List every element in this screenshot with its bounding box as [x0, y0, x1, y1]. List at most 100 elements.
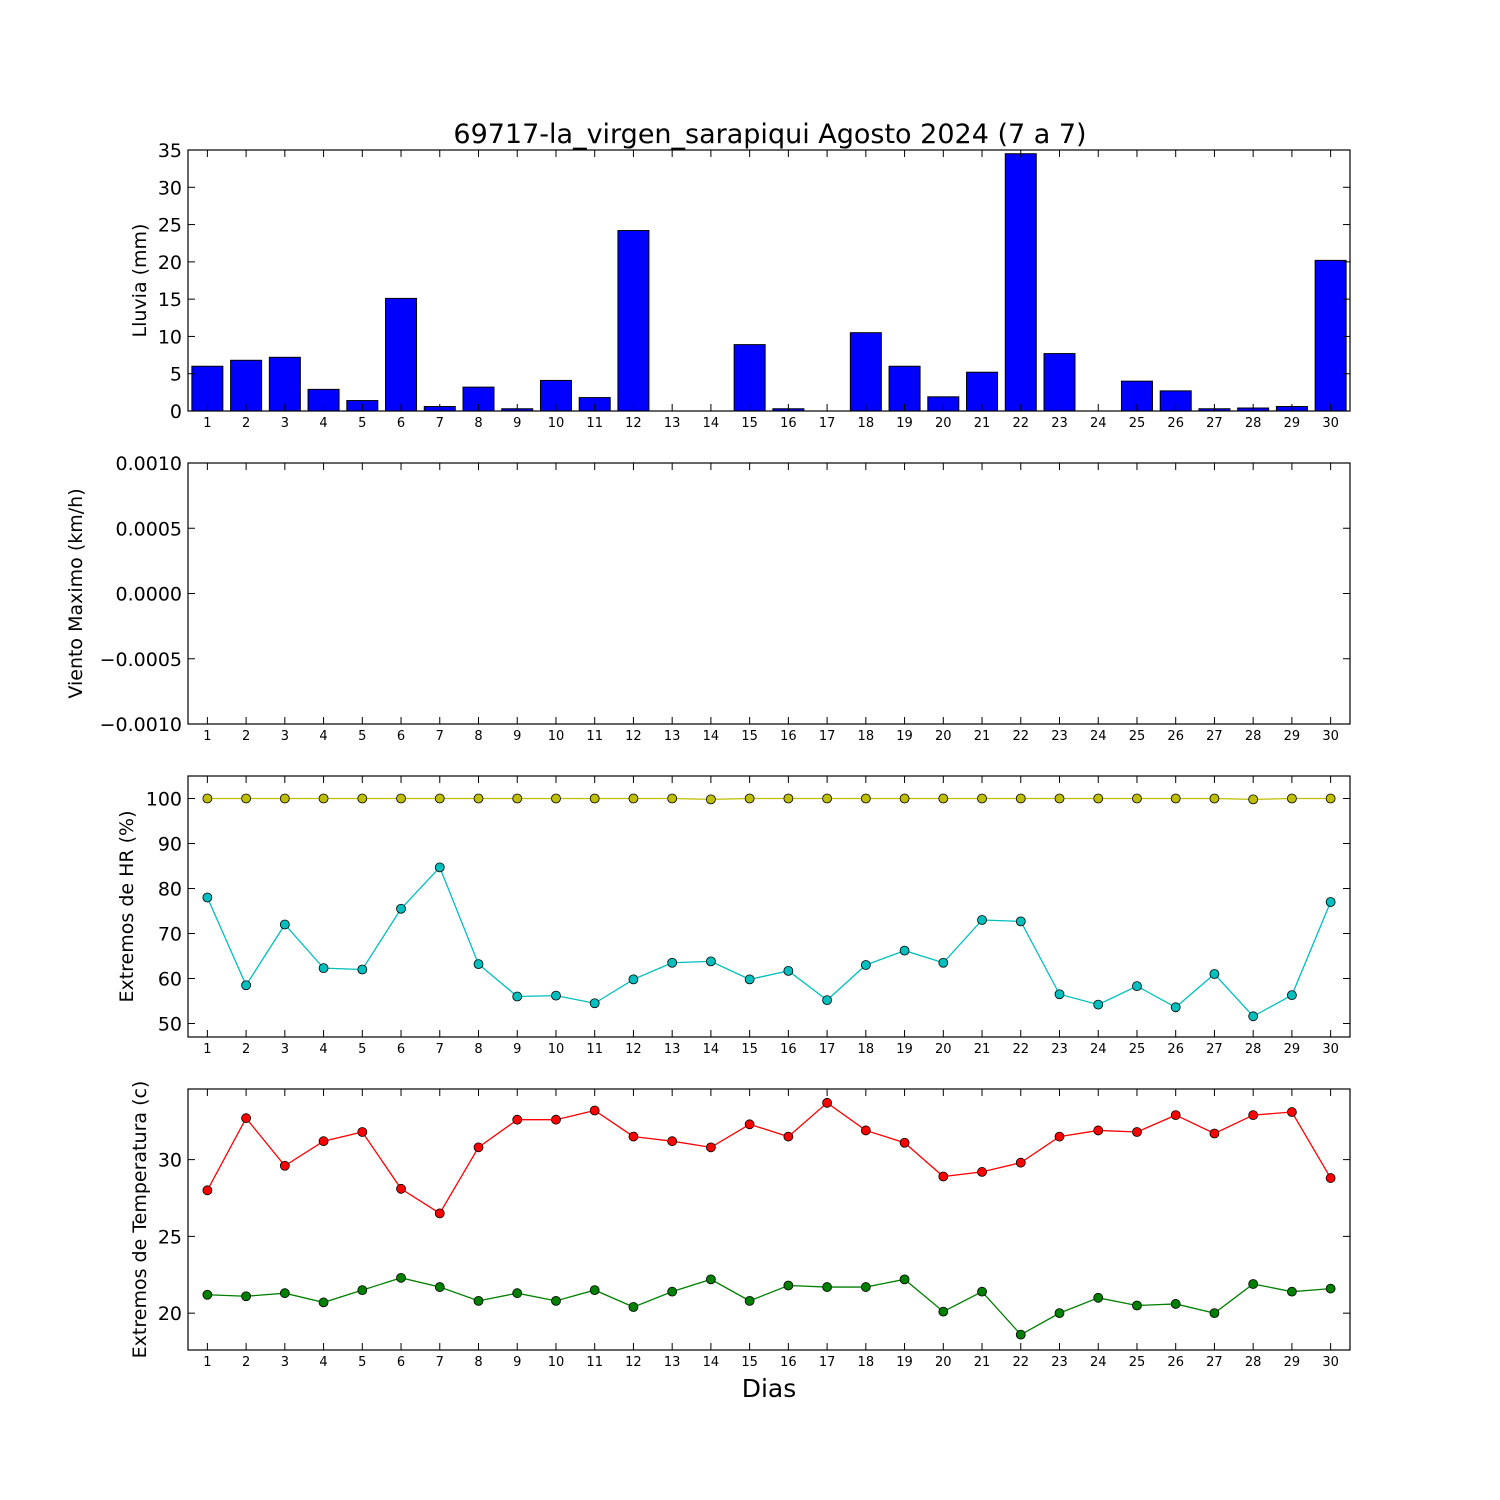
series-line-0 — [206, 1101, 1332, 1215]
x-tick-label: 30 — [1322, 416, 1339, 431]
data-point — [1209, 1128, 1220, 1139]
x-tick-label: 10 — [548, 1355, 565, 1370]
x-tick-label: 10 — [548, 416, 565, 431]
bar — [230, 359, 263, 412]
data-point — [589, 1105, 600, 1116]
x-tick-label: 20 — [935, 1042, 952, 1057]
y-tick-label: 25 — [158, 1226, 182, 1248]
x-tick-label: 20 — [935, 416, 952, 431]
data-point — [977, 915, 987, 925]
x-tick-label: 19 — [896, 729, 913, 744]
data-point — [279, 919, 290, 930]
x-tick-label: 21 — [974, 1355, 991, 1370]
x-tick-label: 9 — [513, 1042, 521, 1057]
data-point — [744, 1295, 755, 1306]
data-point — [473, 959, 484, 969]
data-point — [202, 1185, 213, 1196]
data-point — [628, 793, 639, 804]
y-tick-label: 0 — [170, 401, 182, 423]
x-tick-label: 17 — [819, 729, 836, 744]
data-point — [1132, 793, 1142, 804]
data-point — [241, 1291, 252, 1302]
x-tick-label: 18 — [858, 1355, 875, 1370]
chart-title: 69717-la_virgen_sarapiqui Agosto 2024 (7… — [453, 119, 1086, 150]
x-tick-label: 1 — [203, 1042, 211, 1057]
data-point — [1015, 793, 1026, 804]
x-tick-label: 24 — [1090, 729, 1107, 744]
x-tick-label: 3 — [281, 729, 289, 744]
x-tick-label: 22 — [1012, 729, 1029, 744]
panel-temperature-frame — [187, 1088, 1351, 1351]
data-point — [1209, 793, 1220, 804]
y-tick-label: 5 — [170, 364, 182, 386]
x-tick-label: 1 — [203, 729, 211, 744]
x-tick-label: 6 — [397, 1042, 405, 1057]
data-point — [1054, 1308, 1065, 1319]
x-tick-label: 6 — [397, 416, 405, 431]
data-point — [1132, 1300, 1142, 1311]
y-tick-label: 60 — [158, 969, 182, 991]
y-tick-label: 10 — [158, 326, 182, 348]
y-tick-label: 80 — [158, 879, 182, 901]
data-point — [706, 956, 716, 967]
x-tick-label: 7 — [436, 416, 444, 431]
data-point — [1015, 1329, 1026, 1340]
x-tick-label: 7 — [436, 729, 444, 744]
panel-temperature-marks — [202, 1097, 1336, 1340]
x-tick-label: 21 — [974, 1042, 991, 1057]
data-point — [1325, 1173, 1336, 1183]
x-tick-label: 24 — [1090, 416, 1107, 431]
data-point — [938, 793, 949, 804]
data-point — [512, 1114, 523, 1125]
data-point — [279, 1160, 290, 1171]
data-point — [822, 1097, 832, 1108]
x-tick-label: 30 — [1322, 729, 1339, 744]
data-point — [860, 1282, 871, 1292]
data-point — [1325, 897, 1336, 907]
y-tick-label: 100 — [146, 789, 182, 811]
x-tick-label: 19 — [896, 1042, 913, 1057]
x-tick-label: 7 — [436, 1355, 444, 1370]
data-point — [1248, 1279, 1259, 1289]
data-point — [783, 1131, 794, 1142]
data-point — [706, 1142, 716, 1153]
x-tick-label: 22 — [1012, 416, 1029, 431]
data-point — [512, 793, 523, 804]
data-point — [1325, 1283, 1336, 1294]
data-point — [279, 1288, 290, 1299]
x-tick-label: 13 — [664, 1355, 681, 1370]
y-tick-label: 35 — [158, 140, 182, 162]
data-point — [1287, 793, 1297, 804]
x-tick-label: 26 — [1167, 1042, 1184, 1057]
data-point — [1132, 981, 1142, 992]
y-tick-label: 20 — [158, 1303, 182, 1325]
x-tick-label: 25 — [1129, 1042, 1146, 1057]
data-point — [938, 957, 949, 968]
x-tick-label: 23 — [1051, 1355, 1068, 1370]
data-point — [667, 1286, 678, 1297]
x-tick-label: 29 — [1284, 729, 1301, 744]
data-point — [1287, 1107, 1297, 1117]
x-tick-label: 13 — [664, 729, 681, 744]
data-point — [1015, 1157, 1026, 1168]
series-line-1 — [206, 866, 1332, 1018]
data-point — [628, 974, 639, 985]
panel-wind-frame — [187, 462, 1351, 725]
x-tick-label: 26 — [1167, 1355, 1184, 1370]
x-tick-label: 2 — [242, 729, 250, 744]
x-tick-label: 9 — [513, 1355, 521, 1370]
data-point — [202, 793, 213, 804]
data-point — [899, 945, 910, 956]
x-tick-label: 5 — [358, 729, 366, 744]
bar — [849, 332, 882, 412]
data-point — [1287, 990, 1297, 1001]
data-point — [822, 1282, 832, 1292]
x-tick-label: 14 — [703, 729, 720, 744]
data-point — [434, 1282, 445, 1292]
data-point — [822, 793, 832, 804]
x-tick-label: 13 — [664, 1042, 681, 1057]
x-tick-label: 24 — [1090, 1355, 1107, 1370]
